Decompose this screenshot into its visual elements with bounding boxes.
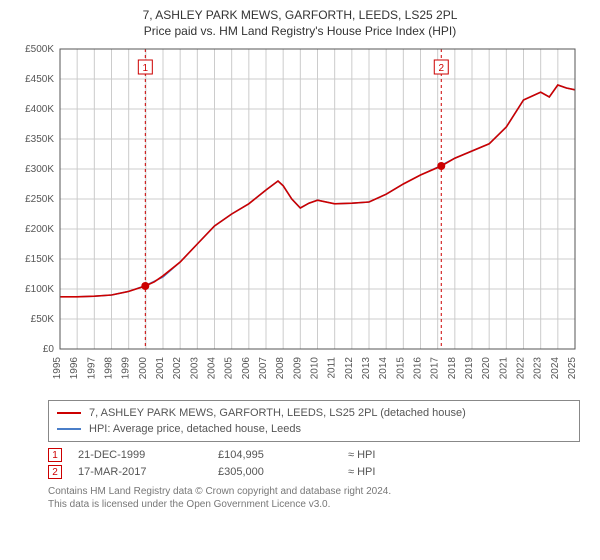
x-tick-label: 2023 <box>533 357 544 380</box>
x-tick-label: 1998 <box>104 357 115 380</box>
sale-badge: 2 <box>48 465 62 479</box>
y-tick-label: £100K <box>25 284 54 295</box>
legend-swatch <box>57 428 81 430</box>
footer: Contains HM Land Registry data © Crown c… <box>48 485 580 511</box>
x-tick-label: 2013 <box>361 357 372 380</box>
legend-item: 7, ASHLEY PARK MEWS, GARFORTH, LEEDS, LS… <box>57 405 571 421</box>
x-tick-label: 2021 <box>498 357 509 380</box>
x-tick-label: 2001 <box>155 357 166 380</box>
legend-box: 7, ASHLEY PARK MEWS, GARFORTH, LEEDS, LS… <box>48 400 580 442</box>
x-tick-label: 1999 <box>121 357 132 380</box>
y-tick-label: £450K <box>25 74 54 85</box>
x-tick-label: 2012 <box>344 357 355 380</box>
x-tick-label: 2018 <box>447 357 458 380</box>
page-container: 7, ASHLEY PARK MEWS, GARFORTH, LEEDS, LS… <box>0 0 600 517</box>
chart-area: £0 £50K £100K £150K £200K £250K £300K £350K £400… <box>20 44 580 394</box>
y-tick-label: £50K <box>31 314 55 325</box>
legend-label: 7, ASHLEY PARK MEWS, GARFORTH, LEEDS, LS… <box>89 405 466 421</box>
y-tick-label: £200K <box>25 224 54 235</box>
y-tick-label: £0 <box>43 344 55 355</box>
sales-block: 1 21-DEC-1999£104,995≈ HPI 2 17-MAR-2017£30… <box>10 448 590 479</box>
y-tick-label: £500K <box>25 44 54 55</box>
sale-badge: 1 <box>48 448 62 462</box>
y-tick-label: £150K <box>25 254 54 265</box>
x-tick-label: 2024 <box>550 357 561 380</box>
x-tick-label: 2000 <box>138 357 149 380</box>
x-tick-label: 2014 <box>378 357 389 380</box>
title-block: 7, ASHLEY PARK MEWS, GARFORTH, LEEDS, LS… <box>10 8 590 38</box>
x-tick-label: 1996 <box>69 357 80 380</box>
title-subtitle: Price paid vs. HM Land Registry's House … <box>10 24 590 38</box>
sale-price: £305,000 <box>218 466 348 478</box>
footer-line2: This data is licensed under the Open Gov… <box>48 498 580 511</box>
x-tick-label: 2002 <box>172 357 183 380</box>
x-tick-label: 2025 <box>567 357 578 380</box>
y-tick-label: £300K <box>25 164 54 175</box>
sale-row: 1 21-DEC-1999£104,995≈ HPI <box>48 448 580 462</box>
x-tick-label: 2007 <box>258 357 269 380</box>
x-tick-label: 2008 <box>275 357 286 380</box>
price-chart: £0 £50K £100K £150K £200K £250K £300K £350K £400… <box>20 44 580 394</box>
sale-approx: ≈ HPI <box>348 449 375 461</box>
sale-row: 2 17-MAR-2017£305,000≈ HPI <box>48 465 580 479</box>
x-tick-label: 2003 <box>189 357 200 380</box>
x-tick-label: 2004 <box>207 357 218 380</box>
x-tick-label: 2019 <box>464 357 475 380</box>
sale-marker-badge: 1 <box>143 63 149 74</box>
legend-item: HPI: Average price, detached house, Leed… <box>57 421 571 437</box>
footer-line1: Contains HM Land Registry data © Crown c… <box>48 485 580 498</box>
x-tick-label: 2006 <box>241 357 252 380</box>
x-tick-label: 2011 <box>327 357 338 379</box>
y-tick-label: £350K <box>25 134 54 145</box>
x-tick-label: 2015 <box>395 357 406 380</box>
title-address: 7, ASHLEY PARK MEWS, GARFORTH, LEEDS, LS… <box>10 8 590 22</box>
sale-date: 17-MAR-2017 <box>78 466 218 478</box>
x-tick-label: 2009 <box>292 357 303 380</box>
legend-swatch <box>57 412 81 414</box>
x-tick-label: 2010 <box>310 357 321 380</box>
sale-date: 21-DEC-1999 <box>78 449 218 461</box>
legend-label: HPI: Average price, detached house, Leed… <box>89 421 301 437</box>
x-tick-label: 2020 <box>481 357 492 380</box>
x-tick-label: 1997 <box>86 357 97 380</box>
sale-price: £104,995 <box>218 449 348 461</box>
x-tick-label: 1995 <box>52 357 63 380</box>
x-tick-label: 2017 <box>430 357 441 380</box>
sale-approx: ≈ HPI <box>348 466 375 478</box>
x-tick-label: 2022 <box>516 357 527 380</box>
sale-marker-badge: 2 <box>438 63 444 74</box>
x-tick-label: 2016 <box>413 357 424 380</box>
x-tick-label: 2005 <box>224 357 235 380</box>
y-tick-label: £400K <box>25 104 54 115</box>
y-tick-label: £250K <box>25 194 54 205</box>
